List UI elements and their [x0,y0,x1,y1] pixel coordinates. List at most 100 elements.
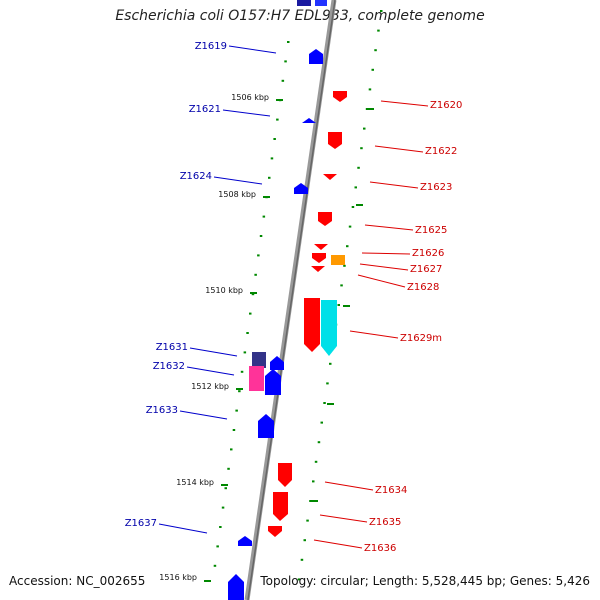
scale-dot [284,60,287,63]
scale-dot [281,79,285,82]
gene-arrow-z1632 [249,366,264,391]
scale-dot [297,578,301,581]
scale-label: 1510 kbp [205,286,243,295]
scale-tick [343,305,350,307]
scale-dot [287,41,290,43]
gene-arrow-z1635 [273,492,288,521]
gene-label[interactable]: Z1631 [156,342,188,353]
genome-backbone-edge [247,0,336,600]
scale-dot [240,370,244,373]
scale-dot [363,127,366,130]
gene-arrow-z1632b [265,369,281,395]
scale-dot [273,138,276,140]
gene-arrow-z1626 [314,244,328,250]
scale-label: 1514 kbp [176,478,214,487]
scale-dot [221,506,225,509]
scale-dot [251,293,255,296]
gene-label[interactable]: Z1625 [415,225,447,236]
accession-text: Accession: NC_002655 [9,574,146,588]
scale-dot [213,564,217,567]
gene-label[interactable]: Z1628 [407,282,439,293]
gene-arrow-z1627 [312,253,326,263]
scale-dot [329,362,332,365]
scale-dot [368,88,372,91]
gene-arrow-z1633 [258,414,274,438]
gene-label[interactable]: Z1635 [369,517,401,528]
gene-label[interactable]: Z1637 [125,518,157,529]
map-title: Escherichia coli O157:H7 EDL933, complet… [115,8,485,24]
gene-leaders-right [313,100,429,549]
scale-dot [371,68,374,71]
gene-label[interactable]: Z1634 [375,485,407,496]
topology-text: Topology: circular; Length: 5,528,445 bp… [260,574,590,588]
scale-label: 1508 kbp [218,190,256,199]
scale-tick [221,484,228,486]
scale-dot [227,467,230,470]
gene-arrow-z1619 [309,49,323,64]
gene-arrow-z1636 [268,526,282,537]
gene-label[interactable]: Z1619 [195,41,227,52]
scale-dot [354,186,357,189]
gene-arrow [297,0,311,6]
scale-tick [356,204,363,206]
scale-dot [326,382,329,385]
scale-dot [270,157,274,160]
scale-dot [380,10,383,12]
gene-label[interactable]: Z1627 [410,264,442,275]
scale-dot [257,254,260,257]
gene-label[interactable]: Z1624 [180,171,212,182]
scale-label: 1512 kbp [191,382,229,391]
gene-arrow [228,574,244,600]
scale-dot [340,284,343,287]
scale-dot [346,245,349,248]
gene-labels-left: Z1619 Z1621 Z1624 Z1631 Z1632 Z1633 Z163… [125,41,227,529]
gene-arrow-cyan [321,300,337,356]
scale-label: 1506 kbp [231,93,269,102]
gene-label[interactable]: Z1626 [412,248,444,259]
gene-leaders-left [158,45,277,534]
gene-labels-right: Z1620 Z1622 Z1623 Z1625 Z1626 Z1627 Z162… [364,100,462,554]
scale-tick [250,292,257,294]
scale-dot [374,49,377,52]
scale-ticks [204,99,374,582]
scale-dot [262,215,266,218]
genome-backbone [244,0,337,600]
gene-label[interactable]: Z1636 [364,543,396,554]
gene-arrow-z1628 [311,266,325,272]
scale-dot [300,558,304,561]
gene-label[interactable]: Z1632 [153,361,185,372]
scale-dot [246,332,249,334]
gene-label[interactable]: Z1629m [400,333,442,344]
gene-arrow-z1634 [278,463,292,487]
scale-tick [367,108,374,110]
scale-dot [306,519,309,522]
scale-dot [230,448,233,451]
gene-label[interactable]: Z1620 [430,100,462,111]
scale-tick [276,99,283,101]
gene-label[interactable]: Z1633 [146,405,178,416]
scale-dot [224,487,227,490]
scale-dot [309,500,312,502]
scale-dot [249,312,252,315]
scale-dot [337,304,340,306]
gene-arrow-z1631b [270,356,284,370]
gene-arrow-z1625 [318,212,332,226]
scale-dot [314,460,318,463]
scale-dot [360,147,363,150]
scale-dot [317,441,321,444]
gene-arrow-z1621 [302,118,316,123]
scale-labels: 1506 kbp 1508 kbp 1510 kbp 1512 kbp 1514… [159,93,269,582]
scale-tick [236,388,243,390]
gene-label[interactable]: Z1622 [425,146,457,157]
scale-dot [216,545,219,548]
scale-dot [377,29,380,32]
scale-dot [357,166,360,169]
gene-arrow [315,0,327,6]
scale-dot [235,409,238,412]
scale-dot [320,421,323,424]
scale-dot [232,429,236,431]
gene-label[interactable]: Z1623 [420,182,452,193]
gene-label[interactable]: Z1621 [189,104,221,115]
